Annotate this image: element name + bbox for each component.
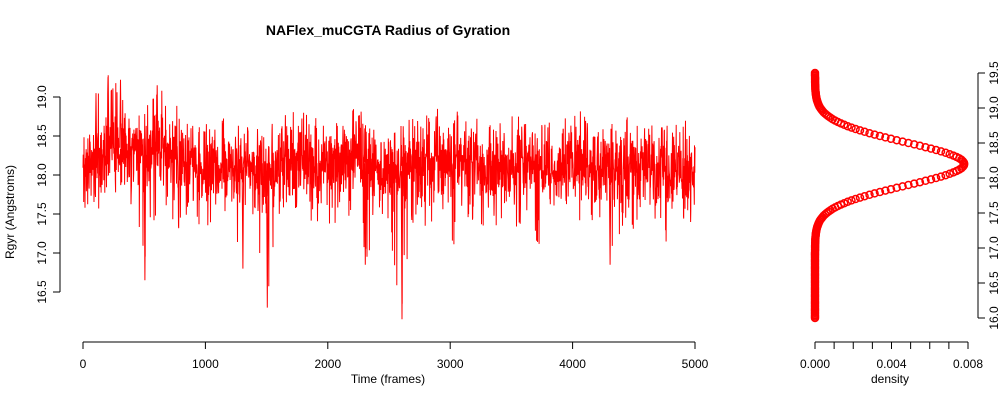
density-point <box>904 138 913 148</box>
density-point <box>892 135 901 145</box>
density-y-tick-label: 17.0 <box>987 236 1000 260</box>
density-point <box>909 140 919 149</box>
x-tick-label: 4000 <box>559 357 586 371</box>
density-point <box>855 126 865 135</box>
density-point <box>875 131 885 141</box>
x-tick-label: 5000 <box>682 357 709 371</box>
density-point <box>847 196 856 205</box>
density-points <box>810 68 969 323</box>
density-point <box>931 145 941 155</box>
density-point <box>926 175 936 184</box>
density-point <box>936 147 946 156</box>
density-y-tick-label: 18.0 <box>987 166 1000 190</box>
x-tick-label: 0 <box>80 357 87 371</box>
time-series-line <box>82 75 696 320</box>
density-point <box>915 177 925 187</box>
y-tick-label: 16.5 <box>35 280 49 304</box>
density-point <box>865 128 874 138</box>
density-point <box>945 169 954 179</box>
density-point <box>875 187 885 197</box>
density-point <box>898 182 907 191</box>
density-y-tick-label: 19.5 <box>987 61 1000 85</box>
density-point <box>851 194 860 204</box>
density-point <box>855 193 865 202</box>
density-point <box>870 130 879 139</box>
density-point <box>941 170 950 180</box>
density-point <box>870 189 879 198</box>
density-y-tick-label: 16.0 <box>987 306 1000 330</box>
density-x-tick-label: 0.000 <box>800 357 830 371</box>
density-point <box>941 148 950 158</box>
density-point <box>909 179 919 188</box>
density-point <box>860 191 869 201</box>
density-point <box>921 142 930 152</box>
x-tick-label: 1000 <box>192 357 219 371</box>
density-y-tick-label: 19.0 <box>987 96 1000 120</box>
density-point <box>851 124 860 134</box>
y-tick-label: 19.0 <box>35 85 49 109</box>
rgyr-trace <box>82 75 696 320</box>
density-point <box>886 134 896 144</box>
y-axis-label: Rgyr (Angstroms) <box>3 165 17 259</box>
density-point <box>881 186 890 195</box>
density-axes: 0.000 0.004 0.008 16.0 16.5 17.0 17.5 18.0 18.5 1… <box>800 61 1000 371</box>
density-point <box>949 151 958 160</box>
density-point <box>860 127 869 137</box>
density-y-tick-label: 16.5 <box>987 271 1000 295</box>
density-y-tick-label: 18.5 <box>987 131 1000 155</box>
density-x-axis-label: density <box>871 372 909 386</box>
density-point <box>892 183 901 193</box>
density-point <box>865 190 874 200</box>
density-point <box>945 149 954 159</box>
x-axis-label: Time (frames) <box>351 372 425 386</box>
chart-title: NAFlex_muCGTA Radius of Gyration <box>266 22 510 38</box>
density-point <box>921 176 930 186</box>
density-y-tick-label: 17.5 <box>987 201 1000 225</box>
time-series-axes: 0 1000 2000 3000 4000 5000 16.5 17.0 17.5 18.0 18.… <box>35 85 709 371</box>
x-tick-label: 2000 <box>314 357 341 371</box>
x-tick-label: 3000 <box>437 357 464 371</box>
density-point <box>810 68 820 78</box>
y-tick-label: 17.0 <box>35 241 49 265</box>
density-point <box>843 197 852 207</box>
density-point <box>881 133 890 142</box>
density-point <box>915 141 925 151</box>
density-point <box>898 137 907 146</box>
density-x-tick-label: 0.004 <box>876 357 906 371</box>
y-tick-label: 17.5 <box>35 202 49 226</box>
density-x-tick-label: 0.008 <box>953 357 983 371</box>
density-point <box>931 173 941 183</box>
y-tick-label: 18.0 <box>35 163 49 187</box>
density-point <box>847 123 856 132</box>
density-point <box>936 172 946 181</box>
y-tick-label: 18.5 <box>35 124 49 148</box>
density-point <box>886 184 896 194</box>
density-point <box>926 144 936 153</box>
density-point <box>904 180 913 190</box>
